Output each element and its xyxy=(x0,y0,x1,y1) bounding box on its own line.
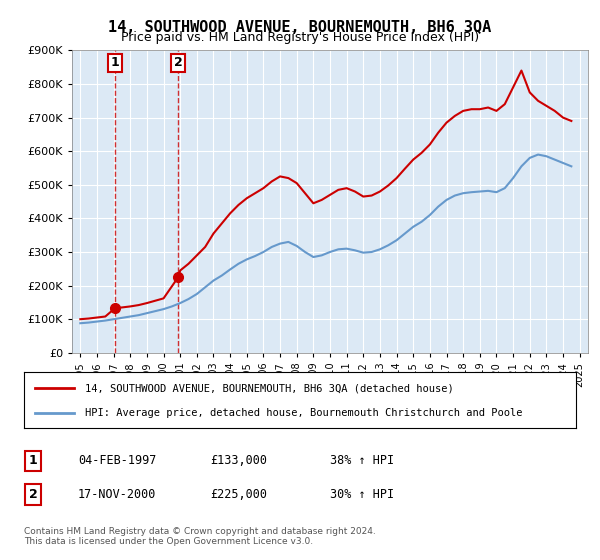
Text: 14, SOUTHWOOD AVENUE, BOURNEMOUTH, BH6 3QA (detached house): 14, SOUTHWOOD AVENUE, BOURNEMOUTH, BH6 3… xyxy=(85,383,454,393)
Text: 2: 2 xyxy=(29,488,37,501)
Text: 2: 2 xyxy=(174,57,182,69)
Text: 14, SOUTHWOOD AVENUE, BOURNEMOUTH, BH6 3QA: 14, SOUTHWOOD AVENUE, BOURNEMOUTH, BH6 3… xyxy=(109,20,491,35)
Text: 1: 1 xyxy=(111,57,119,69)
Text: 30% ↑ HPI: 30% ↑ HPI xyxy=(330,488,394,501)
Text: 04-FEB-1997: 04-FEB-1997 xyxy=(78,454,157,468)
Text: 38% ↑ HPI: 38% ↑ HPI xyxy=(330,454,394,468)
Text: £225,000: £225,000 xyxy=(210,488,267,501)
Text: 1: 1 xyxy=(29,454,37,468)
Text: Price paid vs. HM Land Registry's House Price Index (HPI): Price paid vs. HM Land Registry's House … xyxy=(121,31,479,44)
Text: 17-NOV-2000: 17-NOV-2000 xyxy=(78,488,157,501)
Text: HPI: Average price, detached house, Bournemouth Christchurch and Poole: HPI: Average price, detached house, Bour… xyxy=(85,408,522,418)
Text: Contains HM Land Registry data © Crown copyright and database right 2024.
This d: Contains HM Land Registry data © Crown c… xyxy=(24,526,376,546)
Text: £133,000: £133,000 xyxy=(210,454,267,468)
